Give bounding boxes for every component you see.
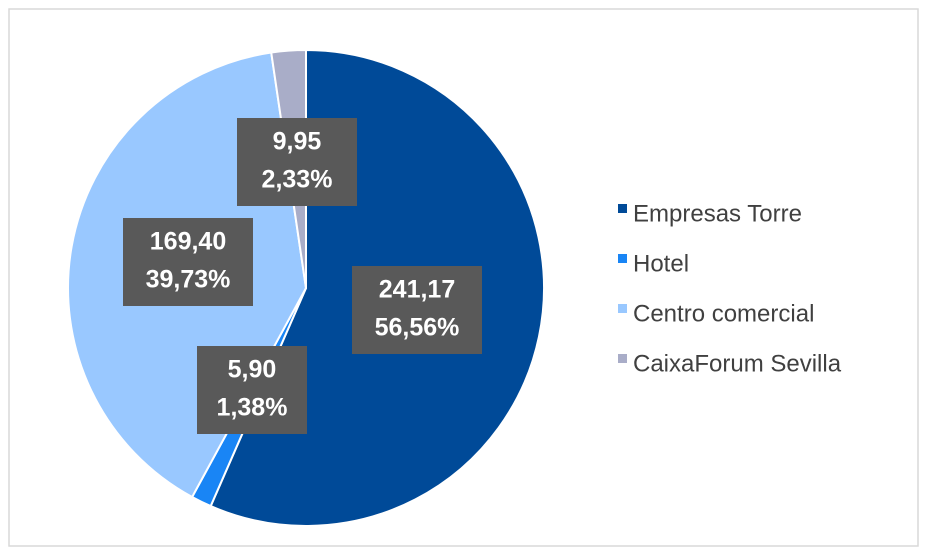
legend-swatch <box>618 254 627 263</box>
data-label: 1,38% <box>217 394 288 422</box>
data-label-box <box>123 218 253 306</box>
legend-swatch <box>618 354 627 363</box>
legend-label: Hotel <box>633 250 689 277</box>
data-label: 56,56% <box>375 314 460 342</box>
data-label-box <box>197 346 307 434</box>
legend-label: Centro comercial <box>633 300 814 327</box>
legend-label: Empresas Torre <box>633 200 802 227</box>
data-label: 39,73% <box>146 266 231 294</box>
legend-swatch <box>618 204 627 213</box>
data-label: 241,17 <box>379 276 455 304</box>
legend-label: CaixaForum Sevilla <box>633 350 842 377</box>
data-label: 5,90 <box>228 356 277 384</box>
data-label: 2,33% <box>262 166 333 194</box>
data-label: 169,40 <box>150 228 226 256</box>
legend-swatch <box>618 304 627 313</box>
data-label-box <box>237 118 357 206</box>
data-label: 9,95 <box>273 128 322 156</box>
data-label-box <box>352 266 482 354</box>
